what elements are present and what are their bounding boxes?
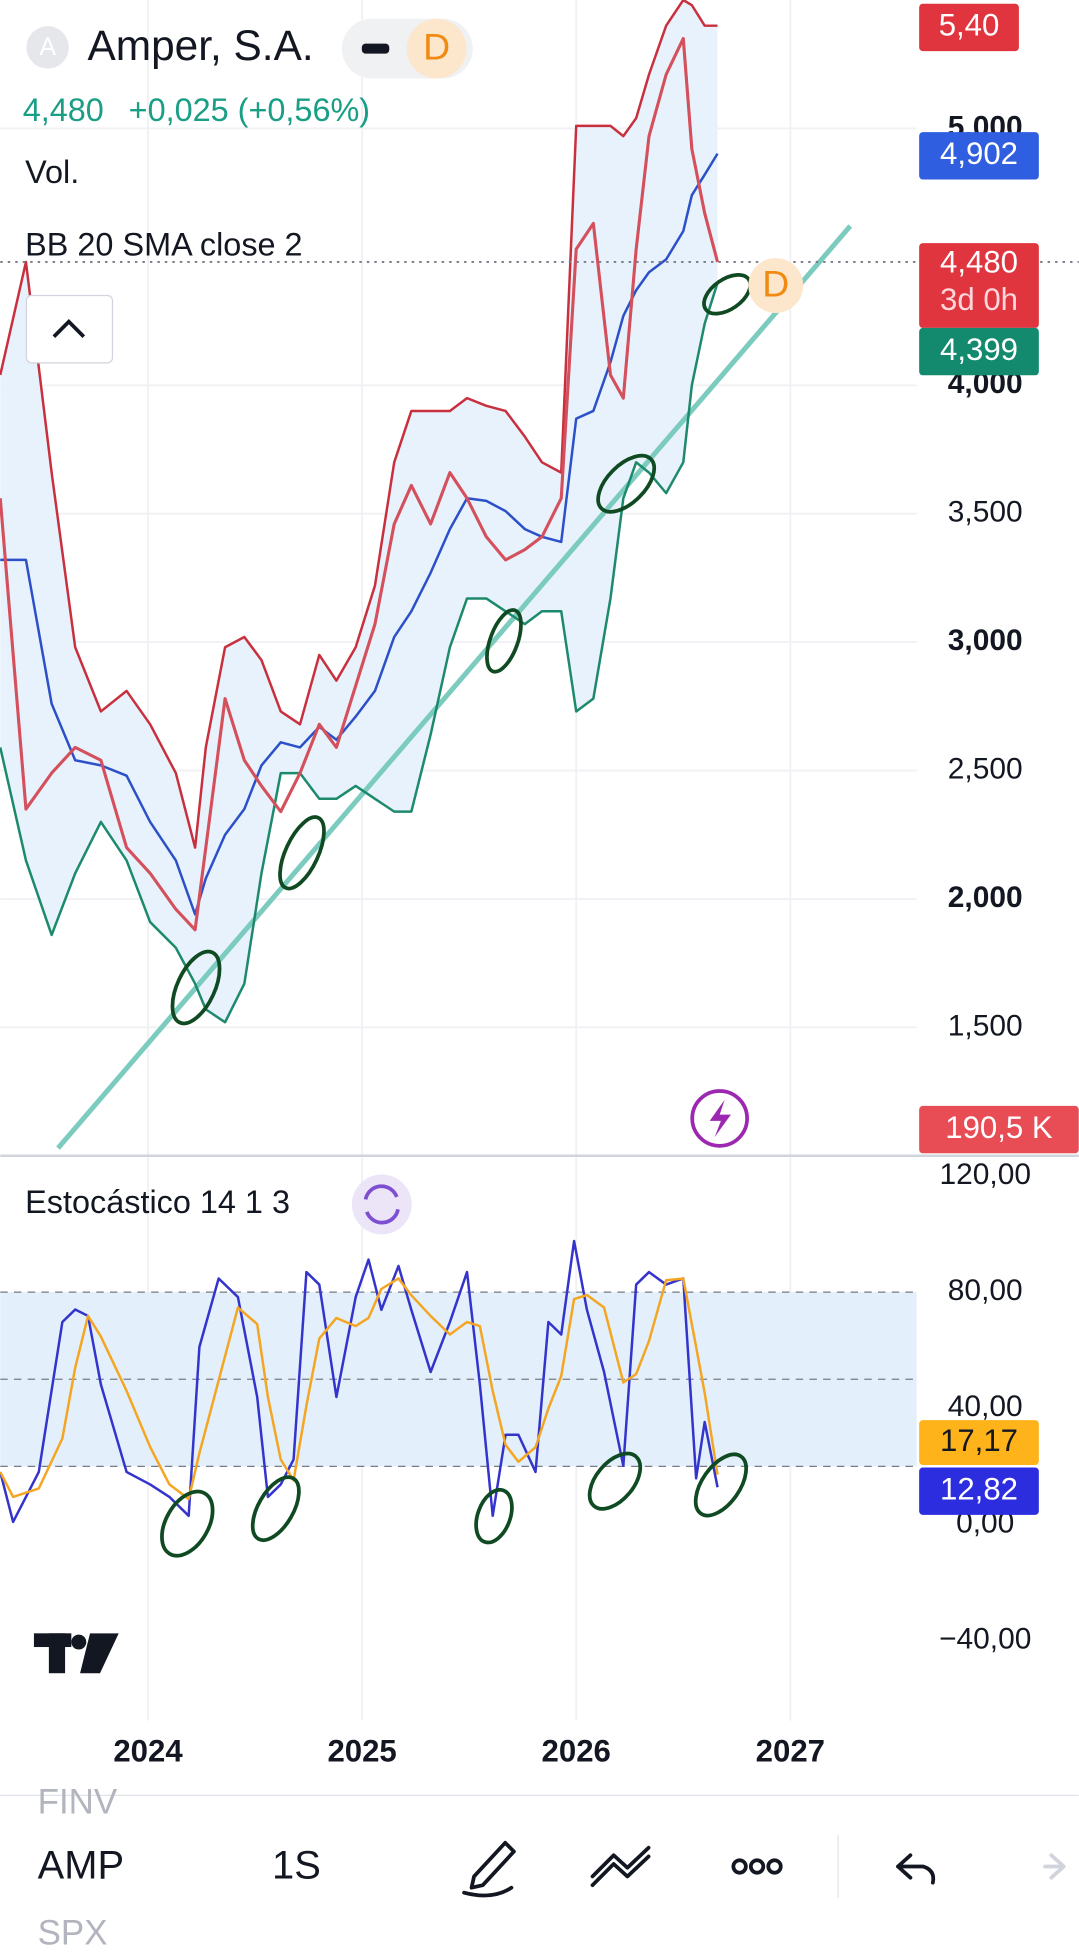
y-tick-label: 3,000 (948, 624, 1023, 657)
x-tick-label: 2026 (542, 1733, 611, 1768)
symbol-name[interactable]: Amper, S.A. (88, 22, 314, 69)
countdown: 3d 0h (940, 282, 1018, 317)
refresh-icon (363, 1184, 400, 1225)
y-tick-label: 80,00 (948, 1274, 1023, 1307)
interval-badge (406, 18, 467, 79)
upper-badge (919, 3, 1019, 52)
k-badge (919, 1467, 1039, 1515)
ellipse (170, 949, 222, 1026)
more-dot (748, 1858, 766, 1875)
ellipse (485, 608, 523, 674)
ellipse (250, 1475, 301, 1542)
y-tick-label: 40,00 (948, 1390, 1023, 1423)
ellipse (474, 1487, 514, 1545)
y-tick-label: −40,00 (939, 1623, 1031, 1656)
plot-layer: 2024 2025 2026 2027 1,500 2,000 2,500 3,000 3,50… (0, 0, 1079, 1768)
y-tick-label: 3,500 (948, 496, 1023, 529)
ellipse (693, 1452, 748, 1518)
marker-text: D (762, 263, 789, 305)
collapse-button[interactable] (25, 294, 114, 364)
redo-button[interactable] (1043, 1853, 1066, 1880)
header-change: +0,025 (+0,56%) (129, 92, 370, 128)
ellipse (596, 453, 657, 514)
x-tick-label: 2027 (756, 1733, 825, 1768)
ellipse (702, 272, 753, 316)
interval-button[interactable]: 1S (272, 1843, 321, 1887)
close-last-label: 4,480 (940, 245, 1018, 280)
lower-last-label: 4,399 (940, 332, 1018, 367)
symbol-icon (26, 26, 69, 69)
ellipse (278, 815, 326, 891)
trend-line (56, 224, 853, 1150)
undo-button[interactable] (896, 1853, 936, 1885)
more-dot (766, 1858, 783, 1875)
volume-badge (919, 1105, 1079, 1154)
more-tool[interactable] (731, 1858, 748, 1875)
y-tick-label: 1,500 (948, 1009, 1023, 1042)
header-price: 4,480 (23, 92, 104, 128)
y-tick-label: 120,00 (939, 1158, 1030, 1191)
symbol-icon-text: A (39, 33, 56, 61)
x-tick-label: 2024 (113, 1733, 183, 1768)
symbol-below[interactable]: SPX (38, 1913, 108, 1952)
upper-last-label: 5,40 (939, 8, 1000, 43)
volume-title: Vol. (25, 154, 79, 190)
series-line (0, 1239, 719, 1524)
lightning-icon (709, 1099, 731, 1138)
series-line (0, 282, 719, 1024)
symbol-button[interactable]: AMP (38, 1843, 124, 1887)
indicators-tool[interactable] (590, 1845, 651, 1888)
d-badge (919, 1420, 1039, 1466)
basis-last-label: 4,902 (940, 136, 1018, 171)
interval-badge-text: D (423, 26, 450, 68)
close-badge (919, 243, 1039, 328)
series-line (0, 1277, 719, 1501)
band-fill (0, 0, 718, 1023)
y-tick-label: 2,500 (948, 752, 1023, 785)
refresh-button[interactable] (351, 1174, 412, 1235)
k-last-label: 12,82 (940, 1471, 1018, 1506)
draw-tool[interactable] (462, 1840, 516, 1898)
lower-badge (919, 327, 1039, 376)
ellipse (160, 1489, 215, 1558)
minus-icon (361, 43, 390, 54)
logo (33, 1633, 119, 1674)
series-line (0, 36, 720, 932)
marker[interactable] (748, 258, 804, 313)
d-last-label: 17,17 (940, 1423, 1018, 1458)
series-line (0, 0, 718, 849)
volume-label: 190,5 K (945, 1110, 1053, 1145)
ellipse (587, 1451, 643, 1511)
chevron-icon (52, 319, 86, 338)
stochastic-title[interactable]: Estocástico 14 1 3 (25, 1184, 290, 1220)
indicator-label[interactable]: BB 20 SMA close 2 (25, 226, 302, 262)
y-tick-label: 2,000 (948, 881, 1023, 914)
series-line (0, 152, 719, 916)
basis-badge (919, 132, 1039, 180)
x-tick-label: 2025 (327, 1733, 396, 1768)
drawings (160, 272, 753, 1558)
symbol-above[interactable]: FINV (38, 1782, 118, 1821)
